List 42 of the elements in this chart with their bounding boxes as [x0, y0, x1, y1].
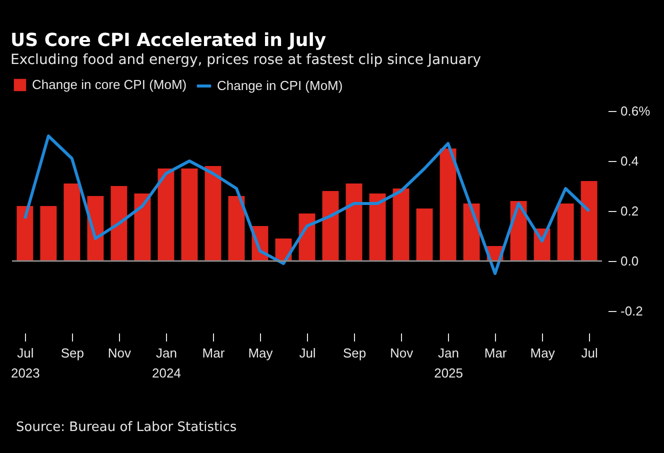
legend-label: Change in CPI (MoM) [217, 78, 343, 93]
x-tick-label: Jan 2024 [152, 346, 181, 380]
chart-title: US Core CPI Accelerated in July [10, 30, 326, 51]
x-tick-label: Sep [342, 346, 366, 360]
x-tick-label: Nov [390, 346, 414, 360]
bar [392, 188, 410, 261]
bar [134, 194, 151, 261]
chart-subtitle: Excluding food and energy, prices rose at fastest clip since January [10, 52, 481, 68]
line-series [23, 134, 591, 275]
x-tick-label: May [248, 346, 274, 360]
bar [580, 181, 598, 261]
x-tick-label: Sep [60, 346, 84, 360]
x-tick-label: Jul [581, 346, 598, 360]
x-tick-label: Jul [299, 346, 316, 360]
x-tick-label: Jul 2023 [10, 346, 40, 380]
source-note: Source: Bureau of Labor Statistics [16, 420, 237, 435]
y-tick-label: 0.6% [620, 104, 651, 118]
x-tick-label: Mar [484, 346, 508, 360]
bar [16, 206, 34, 261]
bar [322, 191, 339, 261]
x-tick-label: Jan 2025 [434, 346, 463, 380]
y-tick-label: -0.2 [620, 304, 643, 318]
x-tick-label: May [530, 346, 556, 360]
y-tick-label: 0.0 [620, 254, 639, 268]
bar [463, 204, 480, 261]
bar [557, 204, 574, 261]
x-tick-label: Mar [202, 346, 226, 360]
bar [158, 168, 174, 261]
bar [416, 208, 433, 261]
bar [204, 166, 222, 261]
bar [228, 196, 245, 261]
y-tick-label: 0.4 [620, 154, 639, 168]
bar [346, 184, 362, 261]
legend-label: Change in core CPI (MoM) [32, 77, 187, 92]
bar [110, 186, 128, 261]
bar [440, 148, 456, 261]
x-tick-label: Nov [108, 346, 132, 360]
bar [40, 206, 57, 261]
y-tick-label: 0.2 [620, 204, 639, 218]
bar [369, 194, 386, 261]
bar [181, 168, 198, 261]
bar [64, 184, 80, 261]
